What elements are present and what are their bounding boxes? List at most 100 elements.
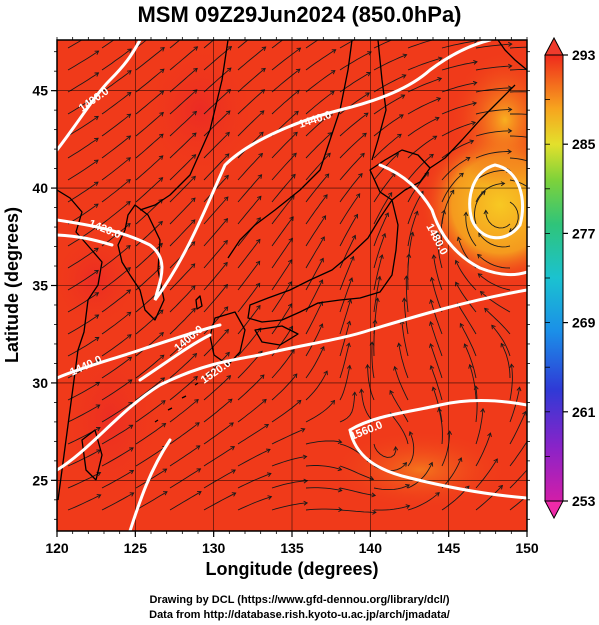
streamline [373,133,402,159]
streamline [339,392,356,423]
streamline [339,465,374,480]
streamline [401,320,409,357]
streamline [484,308,511,335]
streamline-arrowhead [507,63,513,69]
streamline [305,400,335,423]
streamline [407,172,429,203]
streamline [271,259,293,291]
streamline [67,72,99,93]
streamline [475,458,498,489]
streamline-arrowhead [291,173,296,179]
streamline [339,321,351,357]
streamline-arrowhead [262,398,267,404]
streamline [339,40,356,49]
y-tick-label: 25 [32,472,48,488]
streamline-arrowhead [459,322,465,328]
streamline [271,40,284,49]
streamline [305,301,323,335]
streamline [485,210,511,229]
streamline-arrowhead [437,407,442,413]
streamline-arrowhead [429,276,435,282]
streamline-arrowhead [493,458,498,464]
streamline-arrowhead [326,152,331,158]
streamline-arrowhead [368,31,372,35]
streamline [441,121,476,137]
x-tick-label: 145 [437,540,461,556]
streamline-arrowhead [163,491,168,496]
streamline-arrowhead [429,321,434,326]
streamline [67,50,99,71]
streamline [339,299,352,335]
streamline-arrowhead [96,494,102,499]
streamline [407,57,443,71]
streamline-arrowhead [162,468,168,473]
streamline-arrowhead [226,88,232,94]
streamline-arrowhead [227,46,233,51]
streamline [509,469,527,489]
streamline [509,364,513,401]
contour-1440-south [57,323,222,380]
streamline [135,400,166,423]
streamline-arrowhead [127,70,132,75]
streamline-arrowhead [160,377,166,382]
streamline [101,447,134,467]
streamline-arrowhead [292,373,298,379]
streamline [407,431,415,467]
streamline-arrowhead [302,454,308,460]
streamline [460,323,477,357]
streamline [373,74,406,93]
streamline-arrowhead [429,298,434,304]
streamline-arrowhead [374,297,380,303]
streamline [480,291,511,313]
streamline [101,267,131,291]
contour-1400-north [57,40,142,152]
streamline [237,305,261,335]
streamline [371,342,375,379]
streamline [203,375,231,401]
streamline-arrowhead [363,112,369,118]
streamline [203,446,235,467]
streamline [373,94,405,115]
streamline-arrowhead [296,47,302,52]
streamline-arrowhead [158,309,164,315]
streamline [339,487,376,496]
streamline [271,400,302,423]
streamline-arrowhead [477,273,483,278]
streamline-arrowhead [397,133,402,139]
streamline [135,332,164,357]
streamline-arrowhead [231,469,236,474]
streamline-arrowhead [192,110,198,116]
streamline-arrowhead [431,254,437,259]
streamline-arrowhead [358,172,363,178]
streamline-arrowhead [161,26,165,30]
streamline-arrowhead [400,94,406,99]
colorbar: 293 285 277 269 261 253 [544,36,596,520]
streamline-arrowhead [161,400,166,405]
streamline [389,390,409,423]
streamline [339,214,358,247]
streamline [474,190,486,225]
streamline [441,157,471,181]
streamline [475,408,484,445]
streamline-arrowhead [320,236,325,241]
streamline-arrowhead [487,432,492,438]
streamline-arrowhead [228,25,232,29]
streamline [509,201,519,233]
streamline-arrowhead [507,149,512,154]
streamline [135,90,164,115]
streamline [305,49,336,71]
streamline [101,157,131,181]
streamline [135,112,164,137]
streamline-arrowhead [329,90,335,96]
streamline [203,40,215,49]
x-tick-label: 120 [45,540,69,556]
streamline [203,469,236,489]
streamline-arrowhead [347,298,353,304]
streamline-arrowhead [346,342,351,348]
streamline-arrowhead [372,509,377,515]
streamline-arrowhead [94,314,100,319]
streamline-arrowhead [128,27,132,31]
streamline-arrowhead [479,291,485,296]
streamline-arrowhead [223,306,229,311]
